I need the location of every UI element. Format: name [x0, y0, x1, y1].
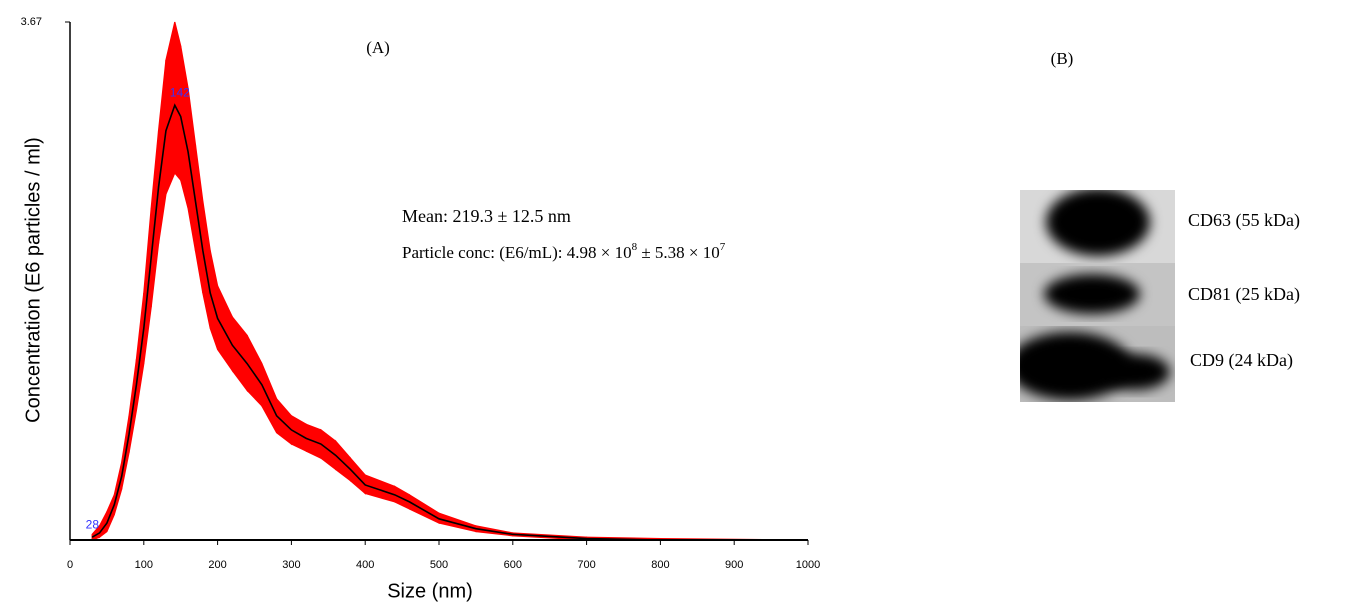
error-band	[409, 495, 439, 523]
peak-label: 142	[170, 85, 190, 99]
error-band	[247, 335, 262, 406]
error-band	[203, 201, 210, 328]
blot-label: CD63 (55 kDa)	[1188, 210, 1300, 231]
figure: (A) Mean: 219.3 ± 12.5 nm Particle conc:…	[0, 0, 1354, 608]
error-band	[159, 60, 166, 243]
peak-label: 28	[86, 517, 100, 531]
error-band	[365, 475, 395, 502]
y-axis-label: Concentration (E6 particles / ml)	[22, 137, 44, 423]
conc-stat: Particle conc: (E6/mL): 4.98 × 108 ± 5.3…	[402, 241, 726, 262]
error-band	[439, 513, 476, 531]
error-band	[188, 88, 195, 250]
x-tick-label: 300	[282, 559, 300, 571]
x-tick-label: 800	[651, 559, 669, 571]
x-tick-label: 600	[504, 559, 522, 571]
blot-label: CD81 (25 kDa)	[1188, 284, 1300, 305]
error-band	[218, 286, 233, 371]
error-band	[277, 399, 292, 444]
error-band	[181, 46, 188, 208]
x-tick-label: 100	[135, 559, 153, 571]
x-tick-label: 500	[430, 559, 448, 571]
conc-text: Particle conc: (E6/mL): 4.98 × 10	[402, 243, 632, 262]
panel-label: (A)	[366, 38, 390, 57]
error-band	[262, 364, 277, 433]
error-band	[195, 145, 202, 293]
error-band	[336, 441, 351, 481]
x-axis-label: Size (nm)	[387, 580, 473, 602]
x-tick-label: 1000	[796, 559, 820, 571]
conc-text: ± 5.38 × 10	[637, 243, 720, 262]
conc-exponent: 7	[720, 241, 726, 253]
x-tick-label: 400	[356, 559, 374, 571]
error-band	[210, 251, 217, 350]
blot-label: CD9 (24 kDa)	[1190, 350, 1293, 371]
panel-label: (B)	[1051, 49, 1074, 68]
x-tick-label: 0	[67, 559, 73, 571]
error-band	[350, 458, 365, 493]
error-band	[175, 22, 181, 180]
x-tick-label: 900	[725, 559, 743, 571]
x-tick-label: 700	[577, 559, 595, 571]
mean-line	[92, 105, 808, 540]
blot-image	[1008, 188, 1175, 402]
x-tick-label: 200	[208, 559, 226, 571]
y-tick-label: 3.67	[21, 16, 42, 28]
mean-stat: Mean: 219.3 ± 12.5 nm	[402, 206, 571, 226]
